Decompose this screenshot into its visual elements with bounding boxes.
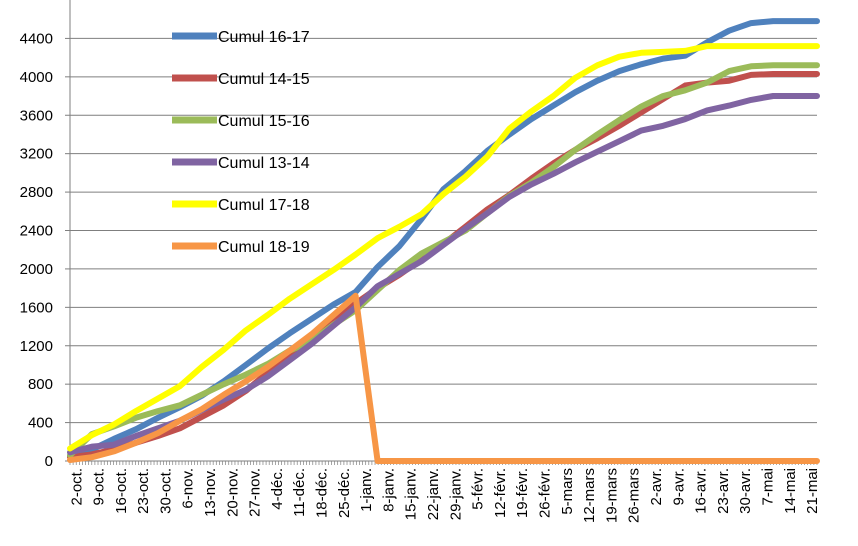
x-tick-label: 2-avr. <box>648 468 665 506</box>
x-tick-label: 23-oct. <box>135 468 152 514</box>
y-tick-label: 2000 <box>20 261 53 278</box>
y-axis: 0 400 800 1200 1600 2000 2400 2800 3200 3600 4000 4… <box>20 0 817 470</box>
gridlines <box>70 37 817 424</box>
x-tick-label: 5-mars <box>559 468 576 515</box>
y-tick-label: 1600 <box>20 299 53 316</box>
x-tick-label: 22-janv. <box>425 468 442 520</box>
x-tick-label: 1-janv. <box>358 468 375 512</box>
x-tick-label: 16-oct. <box>113 468 130 514</box>
x-tick-label: 21-mai <box>804 468 821 514</box>
legend-label: Cumul 16-17 <box>218 29 310 46</box>
x-tick-label: 6-nov. <box>180 468 197 509</box>
x-tick-label: 25-déc. <box>336 468 353 518</box>
y-tick-label: 3600 <box>20 107 53 124</box>
x-tick-label: 18-déc. <box>314 468 331 518</box>
y-tick-label: 1200 <box>20 338 53 355</box>
legend: Cumul 16-17 Cumul 14-15 Cumul 15-16 Cumul 1… <box>172 29 310 256</box>
series-line-cumul-18-19 <box>67 292 820 464</box>
x-tick-label: 19-mars <box>603 468 620 523</box>
x-tick-label: 13-nov. <box>202 468 219 517</box>
legend-label: Cumul 14-15 <box>218 71 310 88</box>
x-tick-label: 30-avr. <box>737 468 754 514</box>
x-tick-label: 19-févr. <box>514 468 531 518</box>
y-tick-label: 800 <box>28 376 53 393</box>
x-tick-label: 12-mars <box>581 468 598 523</box>
y-tick-label: 4000 <box>20 69 53 86</box>
y-tick-label: 2800 <box>20 184 53 201</box>
x-tick-label: 16-avr. <box>693 468 710 514</box>
x-tick-label: 11-déc. <box>291 468 308 517</box>
x-tick-label: 8-janv. <box>380 468 397 512</box>
y-tick-label: 400 <box>28 415 53 432</box>
y-tick-label: 0 <box>45 453 53 470</box>
x-tick-label: 4-déc. <box>269 468 286 510</box>
legend-label: Cumul 18-19 <box>218 239 310 256</box>
x-tick-label: 15-janv. <box>403 468 420 520</box>
y-tick-label: 2400 <box>20 223 53 240</box>
legend-label: Cumul 17-18 <box>218 197 310 214</box>
x-tick-label: 9-oct. <box>91 468 108 506</box>
x-tick-label: 30-oct. <box>157 468 174 514</box>
x-tick-label: 12-févr. <box>492 468 509 518</box>
legend-label: Cumul 15-16 <box>218 113 310 130</box>
x-tick-label: 9-avr. <box>670 468 687 506</box>
y-tick-label: 3200 <box>20 146 53 163</box>
x-tick-label: 27-nov. <box>247 468 264 517</box>
x-tick-label: 5-févr. <box>470 468 487 510</box>
x-tick-label: 26-mars <box>626 468 643 523</box>
legend-label: Cumul 13-14 <box>218 155 310 172</box>
x-tick-label: 29-janv. <box>447 468 464 520</box>
x-tick-label: 23-avr. <box>715 468 732 514</box>
series-line-cumul-17-18 <box>67 43 820 452</box>
series-lines <box>67 18 820 464</box>
x-tick-label: 26-févr. <box>537 468 554 518</box>
x-tick-label: 2-oct. <box>68 468 85 506</box>
x-tick-label: 14-mai <box>782 468 799 514</box>
x-tick-label: 20-nov. <box>224 468 241 517</box>
x-tick-label: 7-mai <box>760 468 777 506</box>
y-tick-label: 4400 <box>20 30 53 47</box>
